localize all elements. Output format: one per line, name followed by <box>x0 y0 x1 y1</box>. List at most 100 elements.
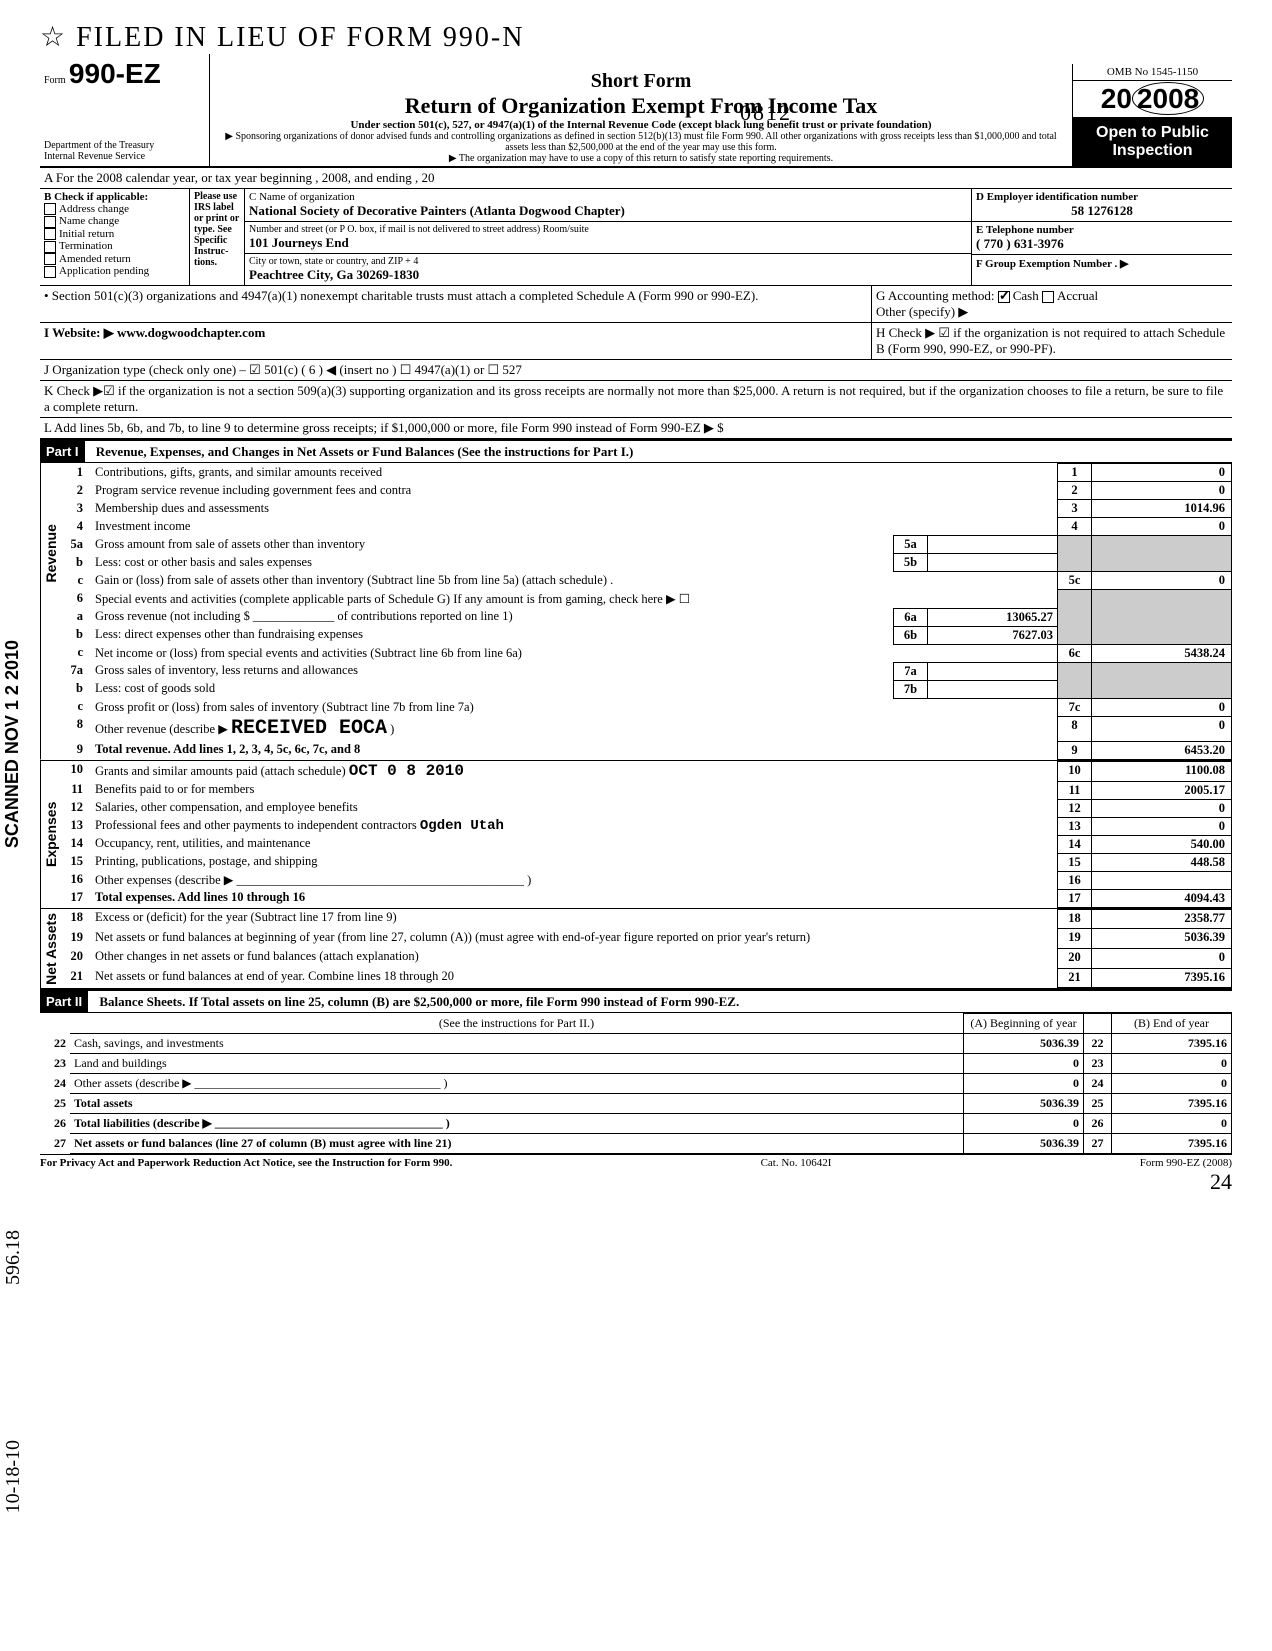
netassets-vert-label: Net Assets <box>40 909 61 989</box>
checkbox-amended[interactable] <box>44 253 56 265</box>
year-circled: 2008 <box>1132 82 1204 115</box>
under-section: Under section 501(c), 527, or 4947(a)(1)… <box>216 119 1066 131</box>
open-public-badge: Open to Public Inspection <box>1073 118 1232 166</box>
part-i-title: Revenue, Expenses, and Changes in Net As… <box>88 444 634 459</box>
col-b-header: (B) End of year <box>1112 1014 1232 1034</box>
line-6b: Less: direct expenses other than fundrai… <box>91 626 894 644</box>
revenue-vert-label: Revenue <box>40 463 61 760</box>
line-17: Total expenses. Add lines 10 through 16 <box>91 889 1058 907</box>
copy-note: ▶ The organization may have to use a cop… <box>216 153 1066 164</box>
received-stamp: RECEIVED EOCA <box>231 717 387 740</box>
b-item-2: Initial return <box>59 228 114 240</box>
line-14: Occupancy, rent, utilities, and maintena… <box>91 835 1058 853</box>
line-21: Net assets or fund balances at end of ye… <box>91 968 1058 988</box>
part-ii-title: Balance Sheets. If Total assets on line … <box>91 994 739 1009</box>
section-e-label: E Telephone number <box>976 224 1228 236</box>
dept-treasury: Department of the Treasury <box>44 140 205 151</box>
bal-25: Total assets <box>70 1094 964 1114</box>
part-i-label: Part I <box>40 441 85 462</box>
balance-instr: (See the instructions for Part II.) <box>70 1014 964 1034</box>
line-3: Membership dues and assessments <box>91 500 894 518</box>
line-8: Other revenue (describe ▶ <box>95 722 228 736</box>
line-a: A For the 2008 calendar year, or tax yea… <box>40 168 1232 188</box>
checkbox-initial-return[interactable] <box>44 228 56 240</box>
form-prefix: Form <box>44 75 66 86</box>
handwritten-margin-2: 10-18-10 <box>2 1440 25 1513</box>
line-6c: Net income or (loss) from special events… <box>91 644 1058 662</box>
expenses-vert-label: Expenses <box>40 761 61 908</box>
line-5b: Less: cost or other basis and sales expe… <box>91 554 894 572</box>
line-5a: Gross amount from sale of assets other t… <box>91 536 894 554</box>
line-10: Grants and similar amounts paid (attach … <box>95 764 346 778</box>
section-g-label: G Accounting method: <box>876 288 994 303</box>
checkbox-cash[interactable] <box>998 291 1010 303</box>
revenue-table: 1Contributions, gifts, grants, and simil… <box>61 463 1232 760</box>
omb-number: OMB No 1545-1150 <box>1073 64 1232 81</box>
cash-label: Cash <box>1013 288 1039 303</box>
section-l: L Add lines 5b, 6b, and 7b, to line 9 to… <box>40 418 1232 438</box>
short-form-label: Short Form <box>216 70 1066 93</box>
b-item-3: Termination <box>59 240 113 252</box>
b-item-5: Application pending <box>59 265 149 277</box>
form-header: Form 990-EZ Department of the Treasury I… <box>40 54 1232 168</box>
line-4: Investment income <box>91 518 894 536</box>
tax-year: 202008 <box>1073 81 1232 118</box>
city-value: Peachtree City, Ga 30269-1830 <box>249 267 967 283</box>
section-c-label: C Name of organization <box>249 191 967 203</box>
part-ii-label: Part II <box>40 991 88 1012</box>
balance-table: (See the instructions for Part II.) (A) … <box>40 1013 1232 1154</box>
section-b-label: B Check if applicable: <box>44 191 185 203</box>
line-15: Printing, publications, postage, and shi… <box>91 853 1058 871</box>
checkbox-name-change[interactable] <box>44 216 56 228</box>
stamp-ogden: Ogden Utah <box>420 818 504 834</box>
checkbox-app-pending[interactable] <box>44 266 56 278</box>
section-f-label: F Group Exemption Number . ▶ <box>976 257 1228 270</box>
irs-label: Internal Revenue Service <box>44 151 205 162</box>
line-12: Salaries, other compensation, and employ… <box>91 799 1058 817</box>
scanned-stamp: SCANNED NOV 1 2 2010 <box>2 640 23 848</box>
section-i-label: I Website: ▶ <box>44 325 114 340</box>
return-title: Return of Organization Exempt From Incom… <box>216 93 1066 119</box>
checkbox-address-change[interactable] <box>44 203 56 215</box>
line-7b: Less: cost of goods sold <box>91 680 894 698</box>
city-label: City or town, state or country, and ZIP … <box>249 256 967 267</box>
netassets-table: 18Excess or (deficit) for the year (Subt… <box>61 909 1232 989</box>
expenses-table: 10Grants and similar amounts paid (attac… <box>61 761 1232 908</box>
line-1: Contributions, gifts, grants, and simila… <box>91 464 894 482</box>
org-name: National Society of Decorative Painters … <box>249 203 967 219</box>
hw-0812: 0812 <box>740 100 792 126</box>
accrual-label: Accrual <box>1057 288 1098 303</box>
website-value: www.dogwoodchapter.com <box>117 325 265 340</box>
please-box: Please use IRS label or print or type. S… <box>190 189 245 285</box>
checkbox-accrual[interactable] <box>1042 291 1054 303</box>
line-13: Professional fees and other payments to … <box>95 818 417 832</box>
bal-23: Land and buildings <box>70 1054 964 1074</box>
form-footer: Form 990-EZ (2008) <box>1140 1157 1232 1169</box>
section-501c3-note: • Section 501(c)(3) organizations and 49… <box>40 286 872 322</box>
section-j: J Organization type (check only one) – ☑… <box>40 360 1232 380</box>
section-k: K Check ▶☑ if the organization is not a … <box>40 381 1232 417</box>
section-h: H Check ▶ ☑ if the organization is not r… <box>872 323 1232 359</box>
line-16: Other expenses (describe ▶ _____________… <box>91 871 1058 889</box>
street-value: 101 Journeys End <box>249 235 967 251</box>
street-label: Number and street (or P O. box, if mail … <box>249 224 967 235</box>
line-19: Net assets or fund balances at beginning… <box>91 929 1058 949</box>
line-7c: Gross profit or (loss) from sales of inv… <box>91 698 1058 716</box>
bal-26: Total liabilities (describe ▶ __________… <box>70 1114 964 1134</box>
other-specify: Other (specify) ▶ <box>876 304 968 319</box>
b-item-0: Address change <box>59 203 129 215</box>
handwritten-header: ☆ FILED IN LIEU OF FORM 990-N <box>40 20 1232 54</box>
sponsor-note: ▶ Sponsoring organizations of donor advi… <box>216 131 1066 153</box>
line-11: Benefits paid to or for members <box>91 781 1058 799</box>
line-6a: Gross revenue (not including $ _________… <box>91 608 894 626</box>
hw-page-24: 24 <box>40 1169 1232 1195</box>
line-6: Special events and activities (complete … <box>91 590 1058 609</box>
line-9: Total revenue. Add lines 1, 2, 3, 4, 5c,… <box>91 741 1058 759</box>
ein-value: 58 1276128 <box>976 203 1228 219</box>
cat-number: Cat. No. 10642I <box>761 1157 832 1169</box>
privacy-notice: For Privacy Act and Paperwork Reduction … <box>40 1157 452 1169</box>
handwritten-margin-1: 596.18 <box>2 1230 25 1285</box>
checkbox-termination[interactable] <box>44 241 56 253</box>
bal-22: Cash, savings, and investments <box>70 1034 964 1054</box>
bal-27: Net assets or fund balances (line 27 of … <box>70 1134 964 1154</box>
